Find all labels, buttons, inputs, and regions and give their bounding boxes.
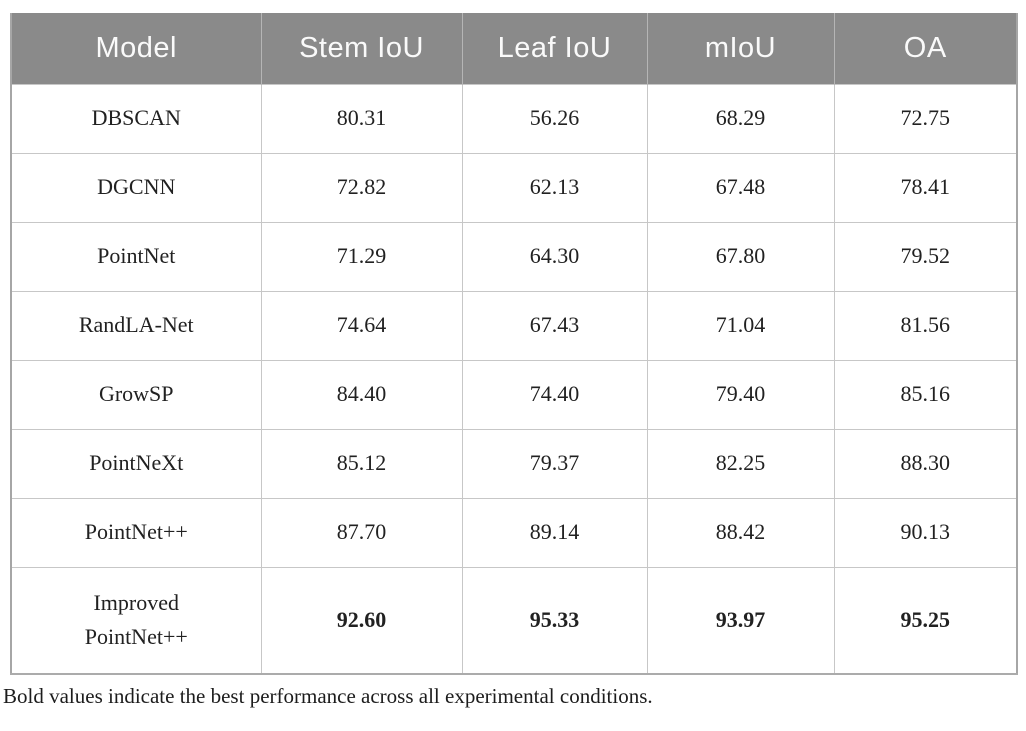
table-row: DGCNN 72.82 62.13 67.48 78.41 bbox=[10, 152, 1018, 223]
stem-iou-cell: 74.64 bbox=[260, 290, 463, 361]
table-header: Model Stem IoU Leaf IoU mIoU OA bbox=[11, 13, 1017, 84]
leaf-iou-cell: 56.26 bbox=[461, 83, 648, 154]
oa-cell: 79.52 bbox=[833, 221, 1018, 292]
table-footnote: Bold values indicate the best performanc… bbox=[3, 684, 653, 708]
oa-cell: 88.30 bbox=[833, 428, 1018, 499]
leaf-iou-cell: 89.14 bbox=[461, 497, 648, 568]
stem-iou-cell: 85.12 bbox=[260, 428, 463, 499]
table-row: PointNet 71.29 64.30 67.80 79.52 bbox=[10, 221, 1018, 292]
stem-iou-cell: 84.40 bbox=[260, 359, 463, 430]
leaf-iou-cell: 67.43 bbox=[461, 290, 648, 361]
stem-iou-cell: 80.31 bbox=[260, 83, 463, 154]
table-row: DBSCAN 80.31 56.26 68.29 72.75 bbox=[10, 83, 1018, 154]
model-name-cell: DGCNN bbox=[10, 152, 262, 223]
model-name-cell: PointNet++ bbox=[10, 497, 262, 568]
miou-cell: 79.40 bbox=[646, 359, 835, 430]
miou-cell: 82.25 bbox=[646, 428, 835, 499]
header-row: Model Stem IoU Leaf IoU mIoU OA bbox=[11, 13, 1017, 84]
model-name-cell: GrowSP bbox=[10, 359, 262, 430]
miou-cell: 67.48 bbox=[646, 152, 835, 223]
column-header-oa: OA bbox=[834, 13, 1017, 84]
leaf-iou-cell: 62.13 bbox=[461, 152, 648, 223]
stem-iou-cell: 72.82 bbox=[260, 152, 463, 223]
model-name-cell: Improved PointNet++ bbox=[10, 566, 262, 675]
model-name-cell: DBSCAN bbox=[10, 83, 262, 154]
stem-iou-cell: 71.29 bbox=[260, 221, 463, 292]
miou-cell: 71.04 bbox=[646, 290, 835, 361]
model-name-cell: RandLA-Net bbox=[10, 290, 262, 361]
oa-cell: 85.16 bbox=[833, 359, 1018, 430]
oa-cell: 78.41 bbox=[833, 152, 1018, 223]
oa-cell: 90.13 bbox=[833, 497, 1018, 568]
miou-cell: 67.80 bbox=[646, 221, 835, 292]
performance-table: Model Stem IoU Leaf IoU mIoU OA DBSCAN 8… bbox=[10, 13, 1018, 675]
column-header-leaf-iou: Leaf IoU bbox=[462, 13, 648, 84]
table-row: RandLA-Net 74.64 67.43 71.04 81.56 bbox=[10, 290, 1018, 361]
miou-cell: 88.42 bbox=[646, 497, 835, 568]
stem-iou-cell: 92.60 bbox=[260, 566, 463, 675]
table-row: PointNeXt 85.12 79.37 82.25 88.30 bbox=[10, 428, 1018, 499]
stem-iou-cell: 87.70 bbox=[260, 497, 463, 568]
miou-cell: 93.97 bbox=[646, 566, 835, 675]
table-body: DBSCAN 80.31 56.26 68.29 72.75 DGCNN 72.… bbox=[10, 83, 1018, 675]
miou-cell: 68.29 bbox=[646, 83, 835, 154]
table-row: PointNet++ 87.70 89.14 88.42 90.13 bbox=[10, 497, 1018, 568]
oa-cell: 81.56 bbox=[833, 290, 1018, 361]
model-name-cell: PointNet bbox=[10, 221, 262, 292]
model-name-cell: PointNeXt bbox=[10, 428, 262, 499]
leaf-iou-cell: 74.40 bbox=[461, 359, 648, 430]
table-row: GrowSP 84.40 74.40 79.40 85.16 bbox=[10, 359, 1018, 430]
column-header-miou: mIoU bbox=[647, 13, 835, 84]
oa-cell: 95.25 bbox=[833, 566, 1018, 675]
oa-cell: 72.75 bbox=[833, 83, 1018, 154]
column-header-model: Model bbox=[11, 13, 262, 84]
leaf-iou-cell: 95.33 bbox=[461, 566, 648, 675]
table-row-best: Improved PointNet++ 92.60 95.33 93.97 95… bbox=[10, 566, 1018, 675]
leaf-iou-cell: 79.37 bbox=[461, 428, 648, 499]
column-header-stem-iou: Stem IoU bbox=[261, 13, 463, 84]
leaf-iou-cell: 64.30 bbox=[461, 221, 648, 292]
